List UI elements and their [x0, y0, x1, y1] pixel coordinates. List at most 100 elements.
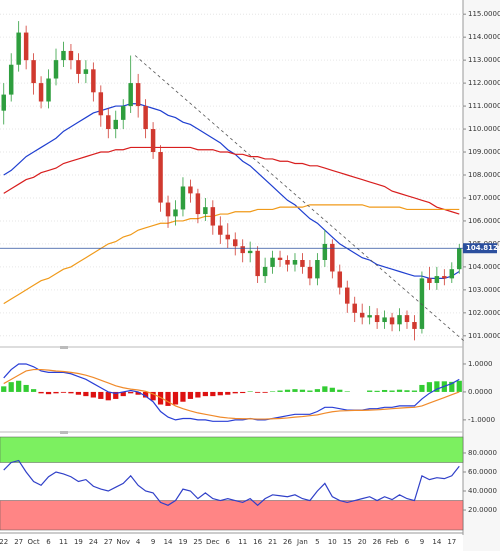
x-tick-label: 19 [74, 538, 83, 546]
y-tick-label: 114.0000 [468, 33, 500, 41]
y-tick-label: 109.0000 [468, 148, 500, 156]
histogram-bar [68, 391, 74, 394]
y-tick-label: 104.0000 [468, 263, 500, 271]
oversold-zone [0, 500, 464, 531]
candle-body [203, 207, 208, 215]
histogram-bar [456, 380, 462, 392]
candle-body [457, 248, 462, 270]
histogram-bar [187, 391, 194, 399]
histogram-bar [269, 391, 276, 392]
y-tick-label: 112.0000 [468, 79, 500, 87]
histogram-bar [434, 381, 440, 392]
histogram-bar [90, 391, 96, 398]
candle-body [83, 69, 89, 74]
candle-body [38, 83, 44, 102]
candle-body [135, 83, 141, 107]
candle-body [120, 106, 126, 120]
histogram-bar [1, 386, 7, 392]
histogram-bar [113, 391, 119, 399]
histogram-bar [232, 391, 238, 394]
x-tick-label: 4 [136, 538, 141, 546]
candle-body [345, 287, 350, 304]
histogram-bar [202, 391, 208, 397]
x-tick-label: 26 [373, 538, 382, 546]
panel-handle[interactable] [60, 346, 68, 349]
histogram-bar [381, 389, 388, 392]
candle-body [91, 69, 96, 93]
x-tick-label: 6 [46, 538, 51, 546]
candle-body [427, 278, 432, 283]
candle-body [23, 32, 29, 61]
candle-body [270, 257, 275, 267]
indicator-line [3, 103, 460, 279]
candle-body [434, 276, 440, 283]
y-tick-label: 60.0000 [468, 468, 497, 476]
candle-body [374, 315, 380, 323]
candle-body [68, 50, 74, 61]
histogram-bar [135, 391, 141, 395]
indicator-line [3, 146, 460, 215]
panel-handle[interactable] [60, 431, 68, 434]
x-tick-label: 11 [238, 538, 247, 546]
y-tick-label: 115.0000 [468, 10, 500, 18]
histogram-bar [45, 391, 52, 395]
candle-body [247, 250, 253, 254]
histogram-bar [172, 391, 179, 405]
histogram-bar [389, 390, 395, 392]
histogram-bar [105, 391, 111, 401]
candle-body [106, 115, 111, 130]
histogram-bar [367, 390, 373, 392]
last-price-label: 104.8123 [466, 244, 500, 252]
candle-body [180, 186, 186, 210]
histogram-bar [217, 391, 223, 396]
axis-background [463, 0, 500, 551]
candle-body [277, 257, 283, 260]
y-tick-label: 1.0000 [468, 360, 493, 368]
candle-body [188, 186, 193, 194]
histogram-bar [128, 391, 134, 394]
histogram-bar [322, 386, 328, 392]
trendline [134, 55, 467, 344]
histogram-bar [180, 391, 186, 402]
candle-body [225, 234, 231, 240]
histogram-bar [8, 382, 14, 392]
candle-body [128, 83, 133, 107]
histogram-bar [292, 389, 298, 392]
candle-body [240, 246, 245, 254]
x-tick-label: 21 [268, 538, 277, 546]
histogram-bar [329, 387, 335, 392]
indicator-line [3, 368, 460, 420]
candle-body [76, 60, 81, 74]
histogram-bar [75, 391, 82, 395]
histogram-bar [23, 384, 29, 392]
indicator-line [3, 363, 460, 422]
indicator-line [3, 204, 460, 305]
histogram-bar [83, 391, 89, 397]
x-tick-label: Feb [386, 538, 399, 546]
y-tick-label: 0.0000 [468, 388, 493, 396]
histogram-bar [60, 391, 67, 393]
indicator-line [3, 459, 460, 507]
candle-body [322, 243, 328, 260]
x-tick-label: 24 [89, 538, 98, 546]
candle-body [46, 78, 51, 102]
candle-body [158, 152, 163, 203]
y-tick-label: 108.0000 [468, 171, 500, 179]
candle-body [61, 50, 66, 61]
candle-body [367, 315, 372, 318]
candle-body [31, 60, 36, 84]
candle-body [8, 64, 14, 95]
x-tick-label: Nov [116, 538, 130, 546]
y-tick-label: 113.0000 [468, 56, 500, 64]
candle-body [16, 32, 21, 65]
histogram-bar [344, 391, 350, 392]
candle-body [359, 312, 365, 318]
histogram-bar [374, 390, 380, 392]
candle-body [53, 60, 59, 79]
candle-body [232, 239, 238, 247]
histogram-bar [120, 391, 126, 397]
y-tick-label: 111.0000 [468, 102, 500, 110]
histogram-bar [277, 390, 283, 392]
y-tick-label: 102.0000 [468, 309, 500, 317]
